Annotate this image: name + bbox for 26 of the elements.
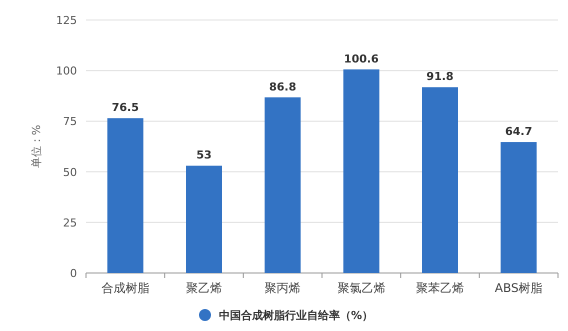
x-tick-label: ABS树脂	[494, 281, 543, 295]
y-axis-title: 单位：%	[30, 124, 43, 168]
x-tick-label: 聚苯乙烯	[416, 281, 464, 295]
bar	[500, 142, 537, 273]
data-label: 91.8	[426, 70, 454, 84]
y-tick-label: 25	[63, 216, 77, 230]
x-tick-label: 聚乙烯	[186, 281, 222, 295]
x-tick-label: 聚丙烯	[264, 281, 301, 295]
data-label: 86.8	[269, 80, 296, 94]
legend-label: 中国合成树脂行业自给率（%）	[219, 309, 374, 322]
x-tick-label: 聚氯乙烯	[337, 281, 386, 295]
bar	[186, 166, 222, 273]
bar	[343, 69, 380, 273]
data-label: 100.6	[344, 52, 380, 66]
y-tick-label: 0	[70, 267, 77, 280]
bar	[422, 87, 458, 273]
x-tick-label: 合成树脂	[101, 281, 150, 295]
data-label: 76.5	[112, 101, 139, 114]
bar	[264, 97, 301, 273]
data-label: 53	[196, 148, 212, 162]
data-label: 64.7	[505, 125, 532, 138]
y-tick-label: 75	[63, 115, 77, 128]
y-tick-label: 50	[63, 166, 77, 179]
y-tick-label: 125	[56, 14, 77, 27]
y-tick-label: 100	[56, 64, 77, 78]
bar	[107, 118, 144, 273]
